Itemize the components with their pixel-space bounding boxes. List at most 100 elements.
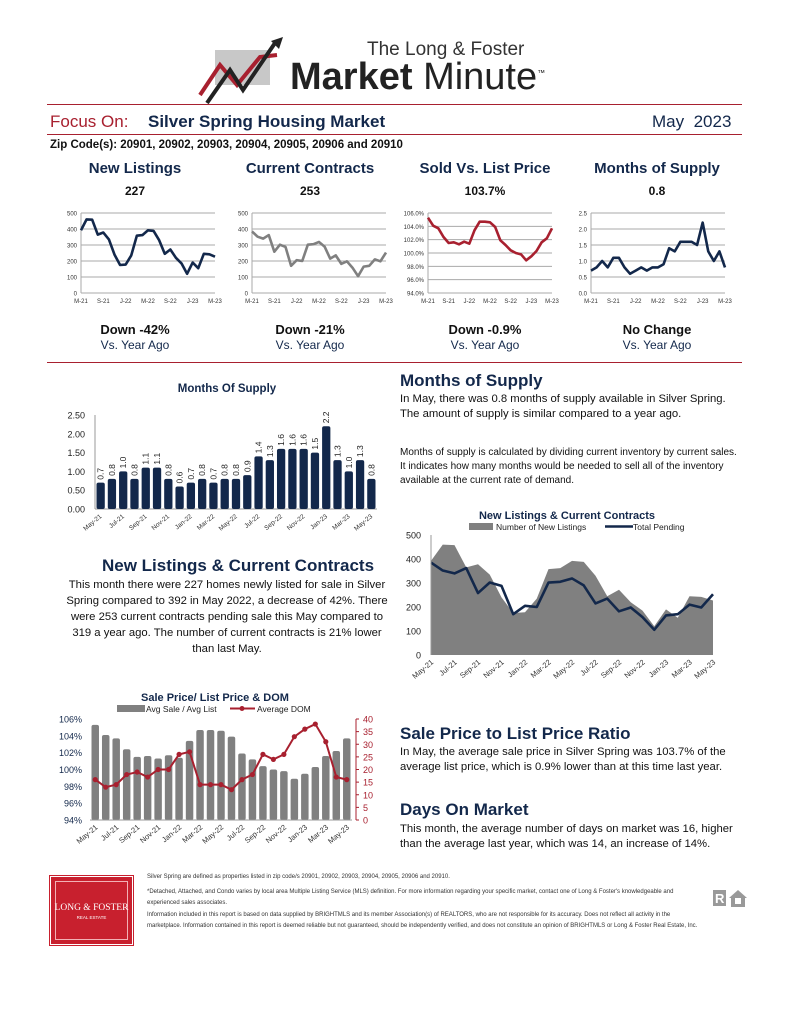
x-tick-label: Nov-22 (622, 658, 646, 680)
data-label: 1.1 (152, 453, 162, 465)
y-tick-label: 2.5 (579, 212, 588, 218)
logo-subtext: REAL ESTATE (76, 915, 107, 920)
data-label: 1.5 (310, 438, 320, 450)
kpi-value: 227 (124, 184, 146, 198)
disclaimer-line: *Detached, Attached, and Condo varies by… (147, 888, 674, 907)
y-tick-label: 500 (238, 212, 249, 218)
y-tick-label: 1.50 (67, 448, 85, 458)
bar (299, 448, 308, 509)
dom-point (103, 784, 109, 790)
y-tick-label: 96.0% (407, 278, 425, 284)
data-label: 1.3 (355, 445, 365, 457)
y-tick-label: 0.00 (67, 505, 85, 515)
x-tick-label: Jan-23 (286, 823, 309, 845)
x-tick-label: Nov-22 (264, 823, 288, 845)
dom-point (176, 751, 182, 757)
bar (96, 482, 105, 509)
bar (91, 724, 99, 820)
divider (47, 362, 742, 363)
x-tick-label: M-21 (74, 299, 88, 305)
bar (143, 756, 152, 820)
kpi-value: 0.8 (648, 184, 666, 198)
disclaimer-line: Silver Spring are defined as properties … (147, 874, 450, 880)
bar (175, 486, 184, 509)
x-tick-label: J-22 (120, 299, 132, 305)
y2-tick-label: 25 (363, 752, 373, 762)
x-tick-label: M-23 (208, 299, 222, 305)
dom-point (228, 787, 235, 793)
y-tick-label: 300 (406, 579, 421, 589)
market-name: Silver Spring Housing Market (148, 112, 386, 131)
mos-heading: Months of Supply (400, 371, 543, 390)
mini-chart-sold-list: 94.0% 96.0% 98.0% 100.0% 102.0% 104.0% 106.0% M… (404, 212, 560, 306)
x-tick-label: May-23 (326, 823, 351, 846)
kpi-value: 103.7% (464, 184, 506, 198)
bar (288, 448, 297, 509)
dom-point (323, 739, 329, 745)
dom-point (218, 782, 224, 788)
x-tick-label: M-22 (651, 299, 665, 305)
long-foster-logo: LONG & FOSTER REAL ESTATE (49, 875, 134, 946)
x-tick-label: J-23 (187, 299, 199, 305)
x-tick-label: May-21 (75, 823, 100, 846)
x-tick-label: M-21 (245, 299, 259, 305)
data-label: 0.9 (242, 460, 252, 472)
y-tick-label: 200 (406, 603, 421, 613)
x-tick-label: Mar-23 (670, 658, 694, 680)
y-tick-label: 98% (64, 782, 82, 792)
legend-label: Avg Sale / Avg List (146, 704, 217, 714)
series-line (590, 221, 727, 276)
kpi-change: Down -42% (100, 322, 170, 337)
x-tick-label: Jul-21 (108, 513, 126, 530)
x-tick-label: Jan-23 (309, 513, 329, 531)
y-tick-label: 94.0% (407, 292, 425, 298)
y-tick-label: 0 (245, 292, 249, 298)
x-tick-label: M-23 (545, 299, 559, 305)
kpi-title: Current Contracts (245, 160, 375, 177)
dom-text: This month, the average number of days o… (400, 823, 733, 850)
y-tick-label: 1.00 (67, 467, 85, 477)
disclaimer-line: Information included in this report is b… (147, 911, 698, 930)
y-tick-label: 200 (238, 260, 249, 266)
x-tick-label: Mar-23 (331, 513, 352, 532)
x-tick-label: Jul-22 (578, 658, 599, 678)
y-tick-label: 400 (406, 555, 421, 565)
y-tick-label: 100 (406, 627, 421, 637)
data-label: 1.1 (141, 453, 151, 465)
bar (130, 478, 139, 509)
legend-label: Total Pending (633, 522, 685, 532)
x-tick-label: Nov-21 (138, 823, 162, 845)
dom-point (291, 734, 297, 740)
x-tick-label: S-22 (335, 299, 348, 305)
dom-point (145, 774, 151, 780)
months-of-supply-bar-chart: Months Of Supply 0.00 0.50 1.00 1.50 2.00 2.50… (67, 383, 377, 533)
bar (206, 729, 215, 820)
x-tick-label: J-23 (697, 299, 709, 305)
data-label: 1.6 (299, 434, 309, 446)
y-tick-label: 0.50 (67, 486, 85, 496)
y-tick-label: 102.0% (404, 238, 425, 244)
logo-line1: The Long & Foster (367, 39, 525, 60)
mos-text: In May, there was 0.8 months of supply a… (400, 393, 726, 420)
y-tick-label: 96% (64, 799, 82, 809)
bar (175, 757, 183, 820)
zip-codes: Zip Code(s): 20901, 20902, 20903, 20904,… (50, 139, 403, 151)
dom-point (155, 766, 161, 773)
bar (265, 460, 274, 509)
bar (333, 460, 342, 509)
dom-point (207, 782, 214, 788)
data-label: 0.8 (107, 464, 117, 476)
x-tick-label: Sep-22 (243, 823, 267, 845)
bar (101, 734, 110, 820)
x-tick-label: May-22 (551, 658, 576, 681)
kpi-title: New Listings (88, 160, 182, 177)
logo-line2: Market Minute™ (290, 56, 546, 98)
bar (231, 478, 241, 509)
chart-title: New Listings & Current Contracts (479, 510, 655, 522)
bar (238, 753, 246, 820)
divider (47, 134, 742, 135)
sp-text: In May, the average sale price in Silver… (400, 746, 726, 773)
y-tick-label: 200 (67, 260, 78, 266)
x-tick-label: May-21 (82, 513, 103, 533)
